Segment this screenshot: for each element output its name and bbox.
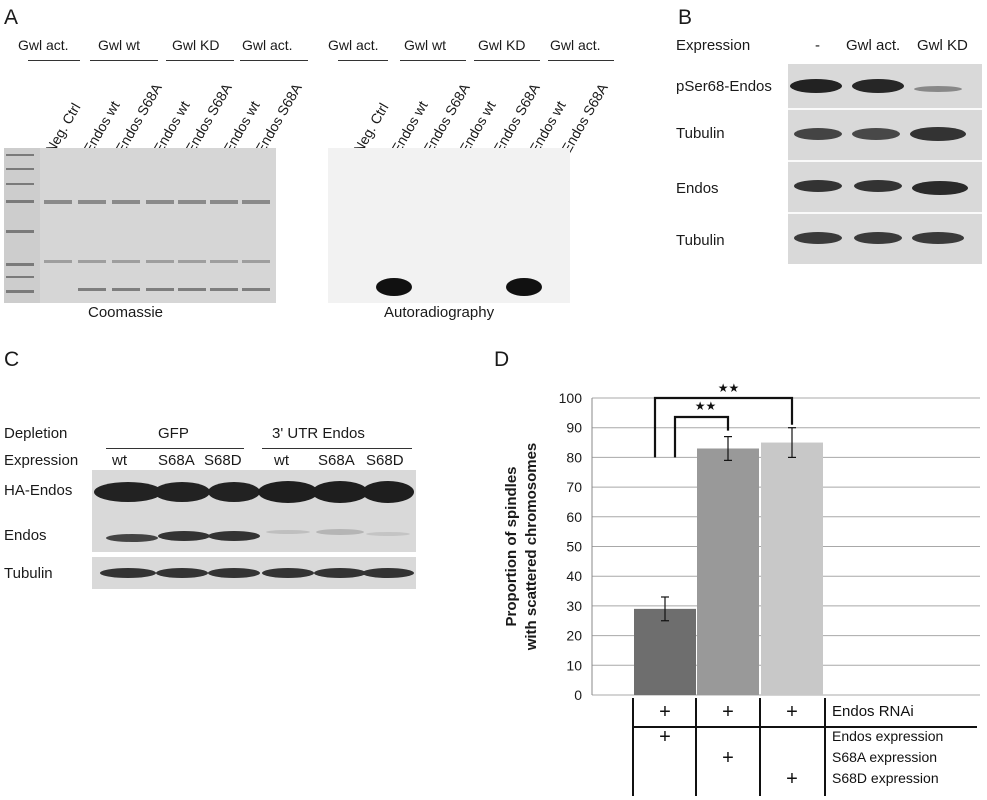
- a-group-label: Gwl act.: [242, 37, 293, 53]
- bar: [697, 448, 759, 695]
- b-row-label: Endos: [676, 180, 719, 197]
- c-row-label: Endos: [4, 527, 47, 544]
- y-tick-label: 100: [559, 390, 583, 406]
- c-lane-label: S68D: [204, 452, 242, 469]
- y-tick-label: 60: [566, 509, 582, 525]
- b-column-label: Gwl act.: [846, 37, 901, 54]
- table-mark: +: [659, 726, 671, 748]
- y-tick-label: 10: [566, 657, 582, 673]
- y-axis-title-line: with scattered chromosomes: [523, 443, 540, 652]
- blot-c-upper: [92, 470, 416, 552]
- table-mark: +: [722, 747, 734, 769]
- a-group-underline: [400, 60, 466, 61]
- table-row-label: Endos expression: [832, 728, 943, 744]
- coomassie-caption: Coomassie: [88, 304, 164, 321]
- a-group-label: Gwl KD: [478, 37, 526, 53]
- a-group-label: Gwl wt: [404, 37, 446, 53]
- panel-letter-b: B: [678, 6, 693, 29]
- b-row-label: pSer68-Endos: [676, 78, 772, 95]
- c-lane-label: wt: [274, 452, 289, 469]
- bar-chart: 0 10 20 30 40 50 60 70 80 90 100 Proportion of spin…: [503, 381, 980, 796]
- a-group-underline: [90, 60, 158, 61]
- a-group-underline: [338, 60, 388, 61]
- y-tick-label: 40: [566, 568, 582, 584]
- c-group-underline: [106, 448, 244, 449]
- table-mark: +: [659, 701, 671, 723]
- table-row-label: S68A expression: [832, 749, 937, 765]
- a-group-underline: [166, 60, 234, 61]
- b-column-label: Gwl KD: [917, 37, 968, 54]
- c-group-underline: [262, 448, 412, 449]
- panel-letter-d: D: [494, 348, 510, 371]
- a-group-underline: [240, 60, 308, 61]
- bar: [634, 608, 696, 695]
- table-mark: +: [786, 768, 798, 790]
- b-row-label: Tubulin: [676, 125, 725, 142]
- a-group-label: Gwl act.: [550, 37, 601, 53]
- y-tick-label: 70: [566, 479, 582, 495]
- a-group-label: Gwl act.: [18, 37, 69, 53]
- y-tick-label: 20: [566, 628, 582, 644]
- a-group-label: Gwl wt: [98, 37, 140, 53]
- y-tick-label: 80: [566, 449, 582, 465]
- b-column-label: -: [815, 37, 820, 54]
- significance-mark: ★★: [718, 381, 740, 395]
- blot-c-tubulin: [92, 557, 416, 589]
- significance-mark: ★★: [695, 399, 717, 413]
- c-expression-label: Expression: [4, 452, 79, 469]
- y-tick-label: 0: [574, 687, 582, 703]
- b-expression-label: Expression: [676, 37, 751, 54]
- a-lane-label: Endos S68A: [558, 80, 611, 156]
- c-lane-label: S68D: [366, 452, 404, 469]
- coomassie-gel: [4, 148, 276, 303]
- a-group-underline: [474, 60, 540, 61]
- table-mark: +: [722, 701, 734, 723]
- a-group-underline: [548, 60, 614, 61]
- a-group-label: Gwl act.: [328, 37, 379, 53]
- table-row-label: Endos RNAi: [832, 703, 914, 720]
- y-axis-title: Proportion of spindles with scattered chr…: [503, 443, 540, 652]
- a-lane-label: Endos S68A: [252, 80, 305, 156]
- y-tick-label: 90: [566, 420, 582, 436]
- significance-bracket: [673, 415, 730, 458]
- c-lane-label: wt: [112, 452, 127, 469]
- a-group-underline: [28, 60, 80, 61]
- significance-bracket: [653, 396, 794, 458]
- a-group-label: Gwl KD: [172, 37, 220, 53]
- y-tick-label: 50: [566, 539, 582, 555]
- table-row-label: S68D expression: [832, 770, 939, 786]
- panel-letter-c: C: [4, 348, 20, 371]
- b-row-label: Tubulin: [676, 232, 725, 249]
- c-lane-label: S68A: [318, 452, 355, 469]
- panel-letter-a: A: [4, 6, 19, 29]
- y-axis-title-line: Proportion of spindles: [503, 467, 520, 627]
- y-tick-label: 30: [566, 598, 582, 614]
- autoradiography-film: [328, 148, 570, 303]
- c-row-label: Tubulin: [4, 565, 53, 582]
- blot-b: [788, 64, 982, 264]
- c-row-label: HA-Endos: [4, 482, 73, 499]
- c-depletion-label: Depletion: [4, 425, 68, 442]
- c-group-label: GFP: [158, 425, 189, 442]
- c-lane-label: S68A: [158, 452, 195, 469]
- bar: [761, 442, 823, 695]
- autoradiography-caption: Autoradiography: [384, 304, 495, 321]
- table-mark: +: [786, 701, 798, 723]
- c-group-label: 3' UTR Endos: [272, 425, 365, 442]
